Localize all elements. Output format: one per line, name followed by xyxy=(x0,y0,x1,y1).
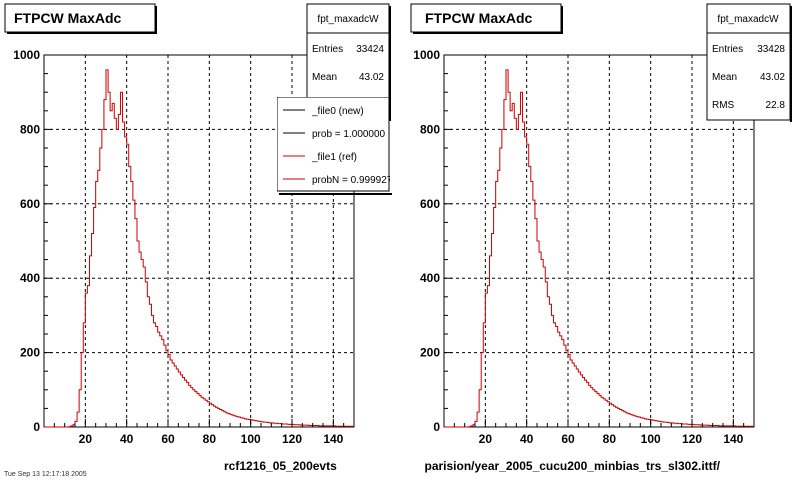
histogram-line xyxy=(44,69,354,428)
legend-box xyxy=(277,97,390,192)
x-tick-label: 80 xyxy=(203,432,217,446)
legend-label-new: _file0 (new) xyxy=(311,106,364,117)
x-ticks: 20 40 60 80 100 120 140 xyxy=(453,419,745,446)
x-tick-label: 140 xyxy=(723,432,743,446)
timestamp: Tue Sep 13 12:17:18 2005 xyxy=(4,471,87,478)
histogram xyxy=(444,69,754,428)
grid xyxy=(444,55,754,427)
footer-right-label: parision/year_2005_cucu200_minbias_trs_s… xyxy=(425,459,721,473)
y-tick-label: 400 xyxy=(20,271,40,285)
y-tick-label: 1000 xyxy=(413,48,440,62)
y-tick-label: 600 xyxy=(20,197,40,211)
y-tick-label: 0 xyxy=(33,420,40,434)
stats-name: fpt_maxadcW xyxy=(317,14,379,25)
y-tick-label: 400 xyxy=(420,271,440,285)
y-ticks: 0 200 400 600 800 1000 xyxy=(13,48,52,434)
stats-mean-label: Mean xyxy=(712,72,737,83)
x-tick-label: 120 xyxy=(282,432,302,446)
y-tick-label: 800 xyxy=(20,122,40,136)
x-ticks: 20 40 60 80 100 120 140 xyxy=(53,419,345,446)
x-tick-label: 60 xyxy=(161,432,175,446)
y-tick-label: 800 xyxy=(420,122,440,136)
x-tick-label: 20 xyxy=(79,432,93,446)
x-tick-label: 40 xyxy=(520,432,534,446)
x-tick-label: 120 xyxy=(682,432,702,446)
x-tick-label: 80 xyxy=(603,432,617,446)
stats-mean-value: 43.02 xyxy=(359,72,384,83)
stats-entries-value: 33428 xyxy=(757,44,785,55)
stats-entries-value: 33424 xyxy=(356,44,384,55)
left-pad: 20 40 60 80 100 120 140 0 200 400 600 800 1000 FTPC… xyxy=(4,3,393,473)
title-box xyxy=(410,3,562,33)
x-tick-label: 100 xyxy=(241,432,261,446)
y-ticks: 0 200 400 600 800 1000 xyxy=(413,48,452,434)
plot-frame xyxy=(443,54,755,428)
stats-mean-value: 43.02 xyxy=(760,72,785,83)
legend-label-probn: probN = 0.999927 xyxy=(312,175,393,186)
right-pad: 20 40 60 80 100 120 140 0 200 400 600 800 1000 FTPC… xyxy=(410,3,792,473)
stats-rms-label: RMS xyxy=(712,100,735,111)
x-tick-label: 40 xyxy=(120,432,134,446)
x-tick-label: 60 xyxy=(561,432,575,446)
y-tick-label: 600 xyxy=(420,197,440,211)
legend-label-prob: prob = 1.000000 xyxy=(312,129,386,140)
stats-entries-label: Entries xyxy=(312,44,343,55)
y-tick-label: 200 xyxy=(420,346,440,360)
title-box xyxy=(4,3,156,33)
x-tick-label: 140 xyxy=(323,432,343,446)
stats-rms-value: 22.8 xyxy=(766,100,786,111)
y-tick-label: 200 xyxy=(20,346,40,360)
y-tick-label: 1000 xyxy=(13,48,40,62)
stats-box xyxy=(706,3,791,121)
stats-mean-label: Mean xyxy=(312,72,337,83)
chart-title: FTPCW MaxAdc xyxy=(425,10,533,26)
x-tick-label: 20 xyxy=(479,432,493,446)
legend-label-ref: _file1 (ref) xyxy=(311,152,357,163)
chart-title: FTPCW MaxAdc xyxy=(14,10,122,26)
histogram-line xyxy=(444,69,754,428)
legend-clip: _file0 (new) prob = 1.000000 _file1 (ref… xyxy=(277,97,393,192)
y-tick-label: 0 xyxy=(433,420,440,434)
footer-left-label: rcf1216_05_200evts xyxy=(224,459,337,473)
stats-entries-label: Entries xyxy=(712,44,743,55)
x-tick-label: 100 xyxy=(641,432,661,446)
histogram xyxy=(44,69,354,428)
stats-name: fpt_maxadcW xyxy=(717,14,779,25)
